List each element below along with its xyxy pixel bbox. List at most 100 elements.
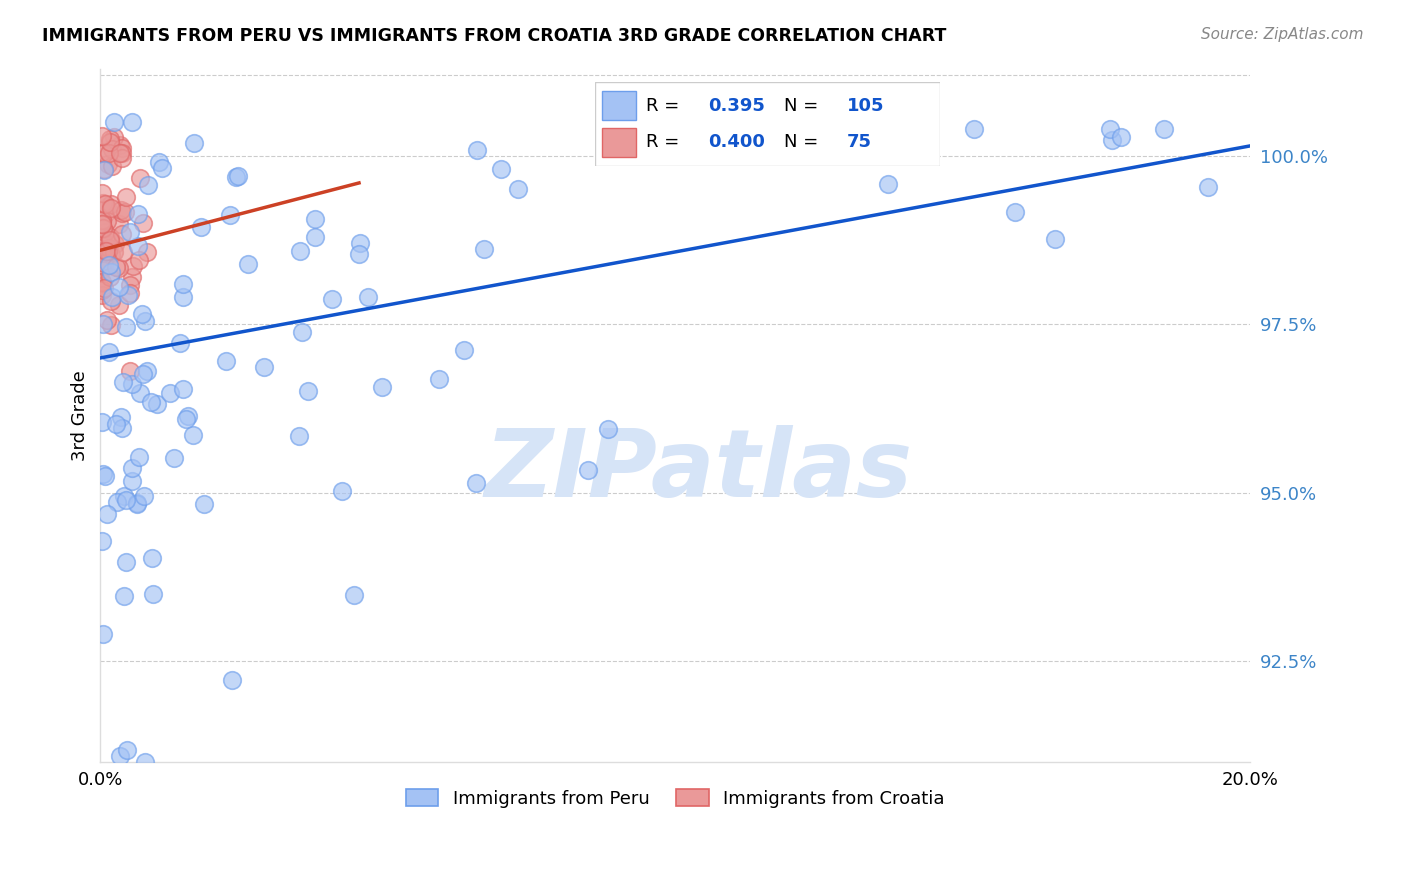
- Point: [111, 206, 134, 220]
- Point: [98, 135, 121, 149]
- Point: [93, 161, 115, 176]
- Point: [148, 154, 170, 169]
- Point: [1197, 180, 1219, 194]
- Point: [297, 384, 319, 398]
- Point: [349, 235, 371, 250]
- Point: [108, 217, 131, 231]
- Point: [796, 122, 818, 136]
- Point: [174, 412, 197, 426]
- Point: [110, 138, 132, 153]
- Point: [121, 461, 143, 475]
- Point: [330, 483, 353, 498]
- Point: [288, 429, 311, 443]
- Point: [97, 244, 120, 258]
- Point: [472, 242, 495, 256]
- Point: [172, 277, 194, 291]
- Point: [110, 749, 132, 764]
- Point: [226, 169, 249, 184]
- Point: [91, 245, 114, 260]
- Point: [100, 318, 122, 332]
- Point: [132, 368, 155, 382]
- Point: [100, 248, 122, 262]
- Point: [134, 755, 156, 769]
- Point: [96, 245, 118, 260]
- Text: IMMIGRANTS FROM PERU VS IMMIGRANTS FROM CROATIA 3RD GRADE CORRELATION CHART: IMMIGRANTS FROM PERU VS IMMIGRANTS FROM …: [42, 27, 946, 45]
- Point: [128, 450, 150, 464]
- Point: [1098, 122, 1121, 136]
- Point: [90, 233, 112, 247]
- Point: [134, 313, 156, 327]
- Point: [1043, 232, 1066, 246]
- Point: [91, 222, 114, 236]
- Point: [98, 258, 121, 272]
- Point: [127, 496, 149, 510]
- Point: [90, 415, 112, 429]
- Point: [100, 201, 122, 215]
- Point: [98, 132, 121, 146]
- Point: [122, 259, 145, 273]
- Point: [1101, 133, 1123, 147]
- Point: [112, 589, 135, 603]
- Point: [100, 265, 122, 279]
- Point: [93, 162, 115, 177]
- Point: [159, 386, 181, 401]
- Point: [93, 145, 115, 160]
- Point: [103, 130, 125, 145]
- Point: [91, 317, 114, 331]
- Point: [135, 364, 157, 378]
- Point: [94, 196, 117, 211]
- Point: [120, 364, 142, 378]
- Point: [506, 182, 529, 196]
- Point: [90, 212, 112, 227]
- Point: [427, 372, 450, 386]
- Point: [193, 497, 215, 511]
- Point: [127, 206, 149, 220]
- Point: [115, 319, 138, 334]
- Point: [290, 244, 312, 259]
- Point: [304, 229, 326, 244]
- Point: [91, 129, 114, 144]
- Point: [121, 115, 143, 129]
- Point: [108, 280, 131, 294]
- Point: [111, 227, 134, 242]
- Point: [132, 216, 155, 230]
- Point: [110, 409, 132, 424]
- Point: [172, 382, 194, 396]
- Point: [112, 489, 135, 503]
- Point: [131, 307, 153, 321]
- Point: [101, 159, 124, 173]
- Point: [489, 161, 512, 176]
- Point: [90, 186, 112, 201]
- Point: [97, 242, 120, 256]
- Point: [150, 161, 173, 176]
- Point: [304, 212, 326, 227]
- Point: [94, 225, 117, 239]
- Point: [121, 269, 143, 284]
- Point: [91, 467, 114, 482]
- Point: [110, 203, 132, 218]
- Point: [90, 533, 112, 548]
- Point: [118, 285, 141, 300]
- Point: [96, 200, 118, 214]
- Point: [118, 277, 141, 292]
- Point: [844, 122, 866, 136]
- Point: [114, 205, 136, 219]
- Point: [877, 177, 900, 191]
- Point: [1004, 204, 1026, 219]
- Point: [596, 422, 619, 436]
- Point: [183, 136, 205, 151]
- Point: [100, 197, 122, 211]
- Point: [347, 247, 370, 261]
- Point: [121, 377, 143, 392]
- Point: [291, 325, 314, 339]
- Point: [238, 256, 260, 270]
- Point: [169, 335, 191, 350]
- Point: [111, 421, 134, 435]
- Point: [115, 556, 138, 570]
- Point: [215, 353, 238, 368]
- Point: [90, 288, 112, 302]
- Point: [101, 290, 124, 304]
- Point: [121, 474, 143, 488]
- Point: [576, 463, 599, 477]
- Point: [177, 409, 200, 423]
